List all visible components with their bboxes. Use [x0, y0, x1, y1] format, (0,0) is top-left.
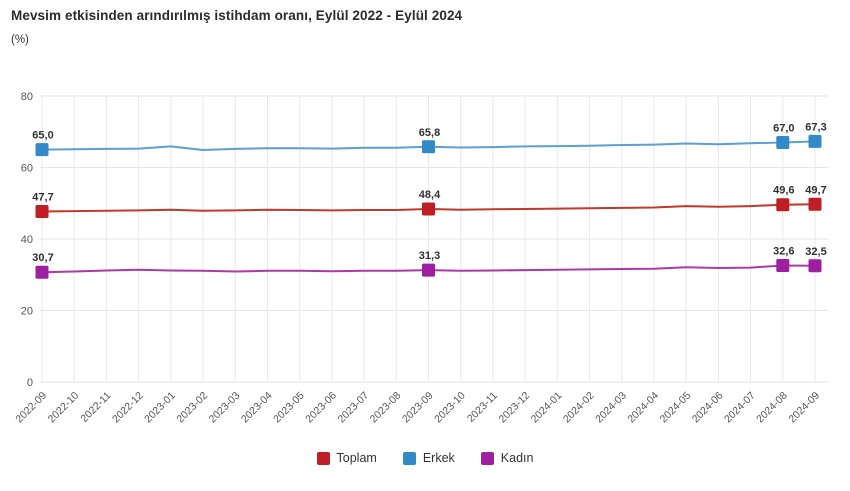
data-point-label-kadin: 32,6 [773, 246, 794, 258]
data-point-label-toplam: 48,4 [419, 189, 441, 201]
data-point-marker-toplam [35, 205, 49, 218]
x-tick-label: 2023-05 [271, 390, 307, 426]
data-point-label-toplam: 47,7 [32, 192, 53, 204]
kadin-swatch-icon [480, 451, 494, 465]
x-tick-label: 2023-02 [174, 390, 210, 426]
x-tick-label: 2024-06 [690, 390, 726, 426]
x-tick-label: 2023-07 [335, 390, 371, 426]
data-point-label-erkek: 65,8 [419, 127, 440, 139]
data-point-label-toplam: 49,6 [773, 185, 794, 197]
data-point-label-erkek: 65,0 [32, 130, 53, 142]
x-tick-label: 2023-12 [496, 390, 532, 426]
legend-label-toplam: Toplam [336, 451, 377, 465]
chart-title: Mevsim etkisinden arındırılmış istihdam … [11, 8, 463, 23]
y-tick-label: 60 [21, 163, 33, 175]
y-tick-label: 20 [21, 306, 33, 318]
chart-legend: Toplam Erkek Kadın [0, 445, 850, 471]
legend-label-erkek: Erkek [422, 451, 455, 465]
x-tick-label: 2023-09 [400, 390, 436, 426]
data-point-marker-erkek [422, 140, 435, 154]
x-tick-label: 2024-02 [561, 390, 597, 426]
x-tick-label: 2024-07 [722, 390, 758, 426]
x-tick-label: 2024-04 [625, 390, 661, 426]
data-point-marker-kadin [776, 259, 790, 272]
y-tick-label: 0 [27, 377, 33, 389]
x-tick-label: 2024-05 [658, 390, 694, 426]
data-point-label-kadin: 30,7 [32, 252, 53, 264]
x-tick-label: 2024-01 [529, 390, 565, 426]
data-point-marker-erkek [808, 134, 822, 148]
legend-item-kadin[interactable]: Kadın [480, 451, 534, 465]
data-point-marker-erkek [35, 143, 49, 157]
data-point-marker-toplam [776, 198, 790, 212]
data-point-marker-kadin [422, 263, 435, 277]
x-tick-label: 2023-04 [239, 390, 275, 426]
legend-label-kadin: Kadın [500, 451, 534, 465]
legend-item-toplam[interactable]: Toplam [316, 451, 377, 465]
data-point-marker-toplam [808, 197, 822, 211]
x-tick-label: 2023-01 [142, 390, 178, 426]
erkek-swatch-icon [402, 451, 416, 465]
legend-item-erkek[interactable]: Erkek [402, 451, 455, 465]
data-point-marker-erkek [776, 136, 790, 149]
x-tick-label: 2023-06 [303, 390, 339, 426]
chart-unit-label: (%) [11, 34, 29, 46]
x-tick-label: 2024-08 [754, 390, 790, 426]
y-tick-label: 80 [21, 91, 33, 103]
x-tick-label: 2023-03 [207, 390, 243, 426]
data-point-label-toplam: 49,7 [805, 184, 826, 196]
x-tick-label: 2024-03 [593, 390, 629, 426]
x-tick-label: 2023-10 [432, 390, 468, 426]
x-tick-label: 2023-11 [465, 390, 500, 425]
data-point-label-kadin: 32,5 [805, 246, 826, 258]
y-tick-label: 40 [21, 234, 33, 246]
x-tick-label: 2022-10 [46, 390, 82, 426]
data-point-label-erkek: 67,0 [773, 123, 794, 135]
data-point-label-kadin: 31,3 [419, 250, 440, 262]
data-point-label-erkek: 67,3 [805, 121, 826, 133]
x-tick-label: 2023-08 [368, 390, 404, 426]
employment-line-chart: 0204060802022-092022-102022-112022-12202… [13, 91, 828, 426]
toplam-swatch-icon [316, 451, 330, 465]
x-tick-label: 2022-11 [78, 390, 113, 425]
data-point-marker-kadin [35, 265, 49, 279]
x-tick-label: 2022-12 [110, 390, 146, 426]
x-tick-label: 2024-09 [786, 390, 822, 426]
data-point-marker-kadin [808, 259, 822, 273]
data-point-marker-toplam [422, 202, 435, 216]
x-tick-label: 2022-09 [13, 390, 49, 426]
